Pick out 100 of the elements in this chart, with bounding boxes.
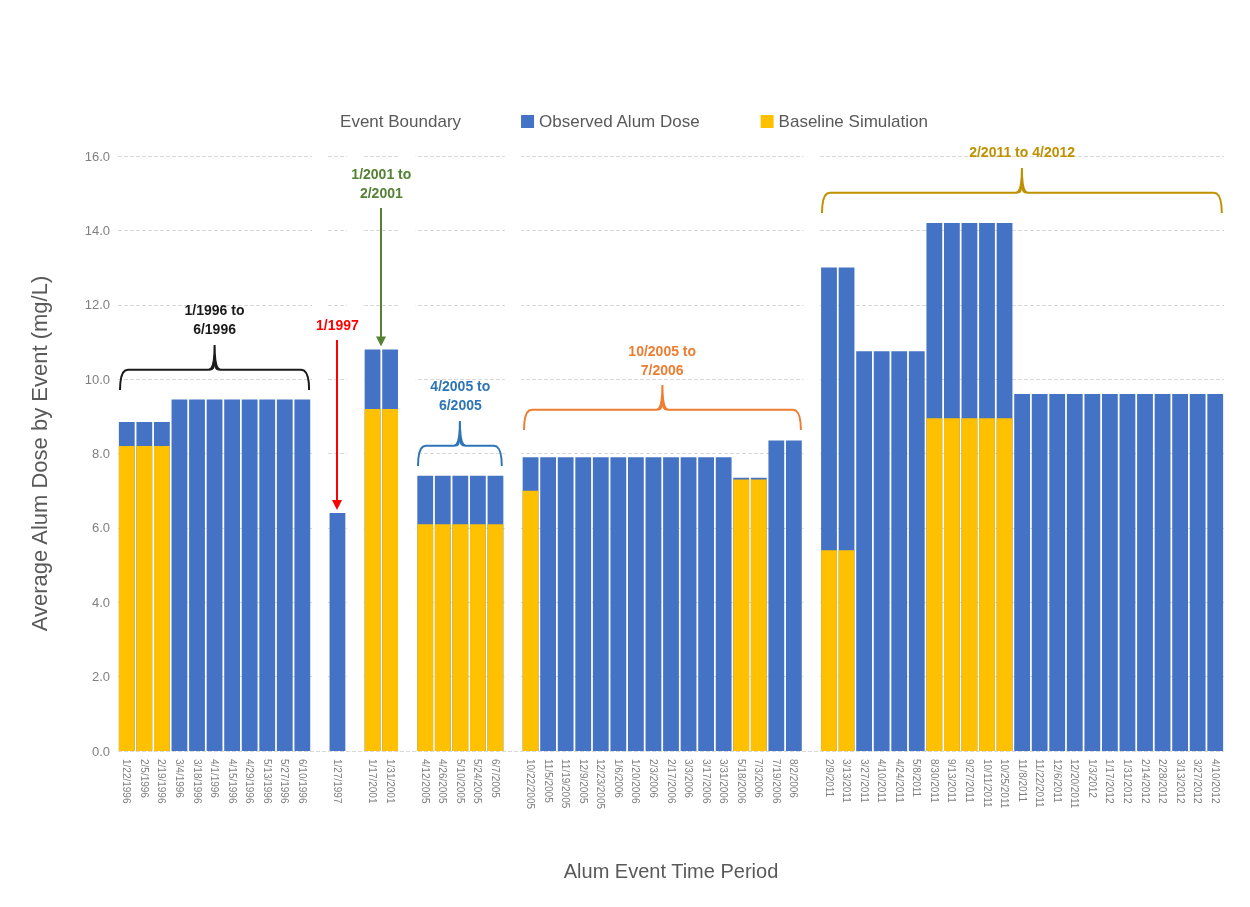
x-tick-label: 4/26/2005: [437, 759, 449, 804]
x-tick-label: 6/10/1996: [296, 759, 308, 804]
x-tick-label: 5/24/2005: [472, 759, 484, 804]
bar: [1119, 394, 1136, 751]
x-tick-label: 3/13/2011: [841, 759, 853, 804]
bar: [838, 550, 855, 751]
x-tick-label: 1/27/1997: [331, 759, 343, 804]
legend-label: Observed Alum Dose: [539, 112, 700, 131]
bar: [1154, 394, 1171, 751]
y-tick-label: 14.0: [84, 222, 110, 238]
series-label: Event Boundary: [340, 112, 462, 131]
x-tick-label: 10/25/2011: [999, 759, 1011, 809]
x-tick-label: 3/4/1996: [173, 759, 185, 799]
annotation: 10/2005 to 7/2006: [628, 342, 697, 378]
y-tick-label: 12.0: [84, 297, 110, 313]
x-tick-label: 2/5/1996: [138, 759, 150, 799]
y-tick-label: 2.0: [91, 669, 110, 685]
x-tick-label: 3/13/2012: [1174, 759, 1186, 804]
x-tick-label: 2/3/2006: [647, 759, 659, 799]
x-tick-label: 12/20/2011: [1069, 759, 1081, 809]
x-tick-label: 12/23/2005: [595, 759, 607, 810]
x-tick-label: 1/17/2012: [1104, 759, 1116, 804]
x-tick-label: 3/31/2006: [718, 759, 730, 804]
x-tick-label: 4/29/1996: [244, 759, 256, 804]
x-tick-label: 1/31/2001: [384, 759, 396, 804]
x-tick-label: 9/13/2011: [946, 759, 958, 804]
bar: [1137, 394, 1153, 751]
x-tick-label: 11/19/2005: [560, 759, 572, 809]
x-tick-label: 1/31/2012: [1121, 759, 1133, 804]
x-tick-label: 5/10/2005: [454, 759, 466, 804]
x-tick-label: 1/3/2012: [1086, 759, 1098, 799]
bar: [1172, 394, 1189, 751]
x-tick-label: 4/24/2011: [893, 759, 905, 804]
x-tick-label: 12/9/2005: [577, 759, 589, 804]
x-tick-label: 4/1/1996: [209, 759, 221, 799]
bar: [943, 418, 960, 751]
bar: [856, 351, 873, 751]
x-tick-label: 11/22/2011: [1034, 759, 1046, 808]
x-tick-label: 1/17/2001: [367, 759, 379, 804]
bar: [680, 457, 697, 751]
x-tick-label: 1/20/2006: [630, 759, 642, 804]
x-tick-label: 5/8/2011: [911, 759, 923, 798]
bar: [627, 457, 644, 751]
annotation: 4/2005 to 6/2005: [430, 378, 491, 414]
bar: [698, 457, 715, 751]
x-tick-label: 11/8/2011: [1016, 759, 1028, 803]
bar: [224, 399, 241, 751]
y-tick-label: 0.0: [91, 743, 110, 759]
x-tick-label: 2/28/2012: [1157, 759, 1169, 804]
x-tick-label: 9/27/2011: [963, 759, 975, 804]
annotation: 1/1997: [316, 316, 360, 333]
x-axis-title: Alum Event Time Period: [563, 860, 779, 882]
bar: [979, 418, 995, 751]
bar: [206, 399, 223, 751]
x-tick-label: 3/18/1996: [191, 759, 203, 804]
x-tick-label: 2/14/2012: [1139, 759, 1151, 804]
y-axis-title: Average Alum Dose by Event (mg/L): [26, 275, 52, 632]
x-tick-label: 5/13/1996: [261, 759, 273, 804]
x-tick-label: 11/5/2005: [542, 759, 554, 804]
x-tick-label: 10/11/2011: [981, 759, 993, 808]
annotation: 2/2011 to 4/2012: [969, 144, 1076, 161]
y-tick-label: 10.0: [84, 371, 110, 387]
bar: [645, 457, 662, 751]
x-tick-label: 8/30/2011: [928, 759, 940, 804]
x-tick-label: 3/3/2006: [683, 759, 695, 799]
x-tick-label: 2/17/2006: [665, 759, 677, 804]
x-tick-label: 2/19/1996: [156, 759, 168, 804]
x-tick-label: 4/12/2005: [419, 759, 431, 804]
x-tick-label: 3/17/2006: [700, 759, 712, 804]
x-tick-label: 5/18/2006: [735, 759, 747, 804]
bar: [961, 418, 978, 751]
bar: [1014, 394, 1031, 751]
x-tick-label: 7/19/2006: [770, 759, 782, 804]
y-tick-label: 4.0: [91, 594, 110, 610]
x-tick-label: 4/10/2011: [876, 759, 888, 804]
x-tick-label: 3/27/2011: [858, 759, 870, 804]
y-tick-label: 6.0: [91, 520, 110, 536]
x-tick-label: 12/6/2011: [1051, 759, 1063, 804]
bar: [469, 524, 486, 751]
bar: [171, 399, 188, 751]
legend-label: Baseline Simulation: [778, 112, 928, 131]
annotation: 1/1996 to 6/1996: [184, 302, 245, 338]
x-tick-label: 10/22/2005: [525, 759, 537, 810]
x-tick-label: 4/10/2012: [1209, 759, 1221, 804]
bar: [189, 399, 205, 751]
x-tick-label: 3/27/2012: [1192, 759, 1204, 804]
x-tick-label: 5/27/1996: [279, 759, 291, 804]
x-tick-label: 1/6/2006: [612, 759, 624, 799]
bar: [821, 550, 837, 751]
bar: [1101, 394, 1118, 751]
x-tick-label: 7/3/2006: [753, 759, 765, 799]
annotation: 1/2001 to 2/2001: [351, 165, 412, 201]
y-tick-label: 16.0: [84, 148, 110, 164]
x-tick-label: 4/15/1996: [226, 759, 238, 804]
y-tick-label: 8.0: [91, 446, 110, 461]
bar: [663, 457, 679, 751]
bar: [996, 418, 1013, 751]
x-tick-label: 8/2/2006: [788, 759, 800, 799]
x-tick-label: 1/22/1996: [121, 759, 133, 804]
bar: [540, 457, 557, 751]
